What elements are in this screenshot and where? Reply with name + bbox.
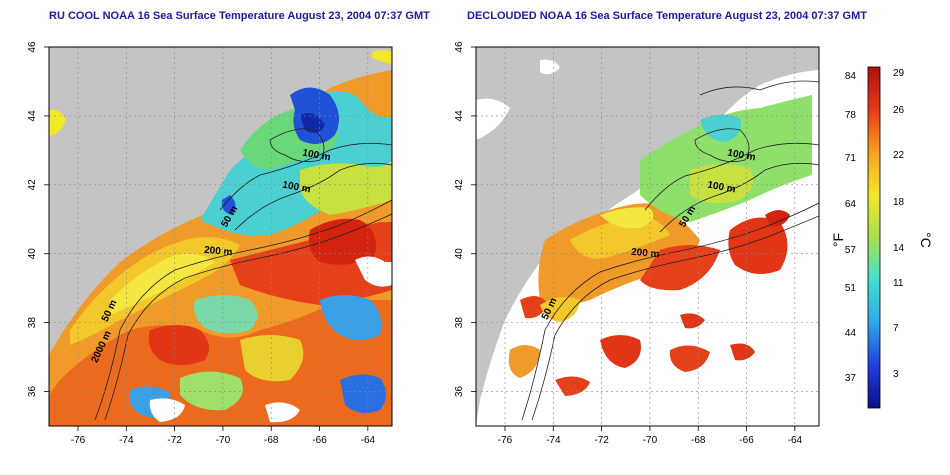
colorbar-f-tick-label: 37 [845, 373, 857, 384]
colorbar-c-tick-label: 22 [893, 150, 905, 161]
colorbar-ticks: 84 78 71 64 57 51 44 37 29 26 22 18 14 11 7 3 [845, 68, 905, 384]
colorbar-f-tick-label: 78 [845, 110, 857, 121]
lat-tick-label: 46 [454, 41, 465, 53]
colorbar-c-tick-label: 18 [893, 197, 905, 208]
colorbar-scale [867, 66, 881, 409]
lon-tick-label: -72 [167, 435, 182, 446]
lat-tick-label: 46 [27, 41, 38, 53]
colorbar-c-tick-label: 3 [893, 369, 899, 380]
contour-label: 100 m [282, 180, 312, 196]
sst-ocean-field [49, 50, 392, 426]
lon-tick-label: -68 [691, 435, 706, 446]
contour-label: 100 m [727, 148, 757, 164]
declouded-sst-map [476, 47, 819, 426]
lon-tick-label: -76 [498, 435, 513, 446]
map-axes-right: -76 -74 -72 -70 -68 -66 -64 36 38 40 42 44 46 [454, 41, 820, 446]
colorbar-f-tick-label: 44 [845, 328, 857, 339]
colorbar-c-tick-label: 7 [893, 323, 899, 334]
temperature-colorbar: 84 78 71 64 57 51 44 37 29 26 22 18 14 11 7 3 °F °C [830, 66, 934, 409]
colorbar-c-tick-label: 29 [893, 68, 905, 79]
bathymetry-contours-right [521, 80, 819, 421]
lon-tick-label: -68 [264, 435, 279, 446]
lat-tick-label: 44 [454, 110, 465, 122]
lat-tick-label: 40 [27, 248, 38, 260]
lat-tick-label: 42 [27, 179, 38, 191]
sst-ocean-field-right [508, 95, 812, 396]
bathymetry-contours [94, 128, 392, 421]
colorbar-c-tick-label: 11 [893, 278, 904, 289]
lon-tick-label: -66 [739, 435, 754, 446]
contour-label: 100 m [707, 180, 737, 196]
lon-tick-label: -74 [546, 435, 561, 446]
lon-tick-label: -72 [594, 435, 609, 446]
contour-label: 200 m [204, 245, 233, 258]
lon-tick-label: -70 [643, 435, 658, 446]
colorbar-f-tick-label: 51 [845, 283, 857, 294]
lat-tick-label: 40 [454, 248, 465, 260]
lon-tick-label: -64 [361, 435, 376, 446]
contour-label: 200 m [631, 247, 660, 260]
colorbar-f-tick-label: 57 [845, 245, 857, 256]
colorbar-c-tick-label: 14 [893, 243, 905, 254]
lon-tick-label: -74 [119, 435, 134, 446]
left-map-title: RU COOL NOAA 16 Sea Surface Temperature … [49, 10, 430, 22]
celsius-unit-label: °C [918, 232, 934, 248]
lon-tick-label: -76 [71, 435, 86, 446]
lon-tick-label: -66 [312, 435, 327, 446]
lat-tick-label: 36 [454, 386, 465, 398]
lat-tick-label: 38 [454, 317, 465, 329]
lat-tick-label: 38 [27, 317, 38, 329]
fahrenheit-unit-label: °F [830, 233, 846, 247]
raw-sst-map [49, 47, 392, 426]
colorbar-f-tick-label: 64 [845, 199, 857, 210]
map-axes-left: -76 -74 -72 -70 -68 -66 -64 36 38 40 42 44 46 [27, 41, 393, 446]
right-map-title: DECLOUDED NOAA 16 Sea Surface Temperatur… [467, 10, 867, 22]
colorbar-f-tick-label: 71 [845, 153, 857, 164]
lon-tick-label: -64 [788, 435, 803, 446]
lat-tick-label: 44 [27, 110, 38, 122]
lat-tick-label: 36 [27, 386, 38, 398]
lon-tick-label: -70 [216, 435, 231, 446]
colorbar-f-tick-label: 84 [845, 71, 857, 82]
contour-label: 100 m [302, 148, 332, 164]
land-area-right [476, 47, 819, 426]
map-frame [475, 46, 820, 427]
colorbar-c-tick-label: 26 [893, 105, 905, 116]
map-frame [48, 46, 393, 427]
lat-tick-label: 42 [454, 179, 465, 191]
